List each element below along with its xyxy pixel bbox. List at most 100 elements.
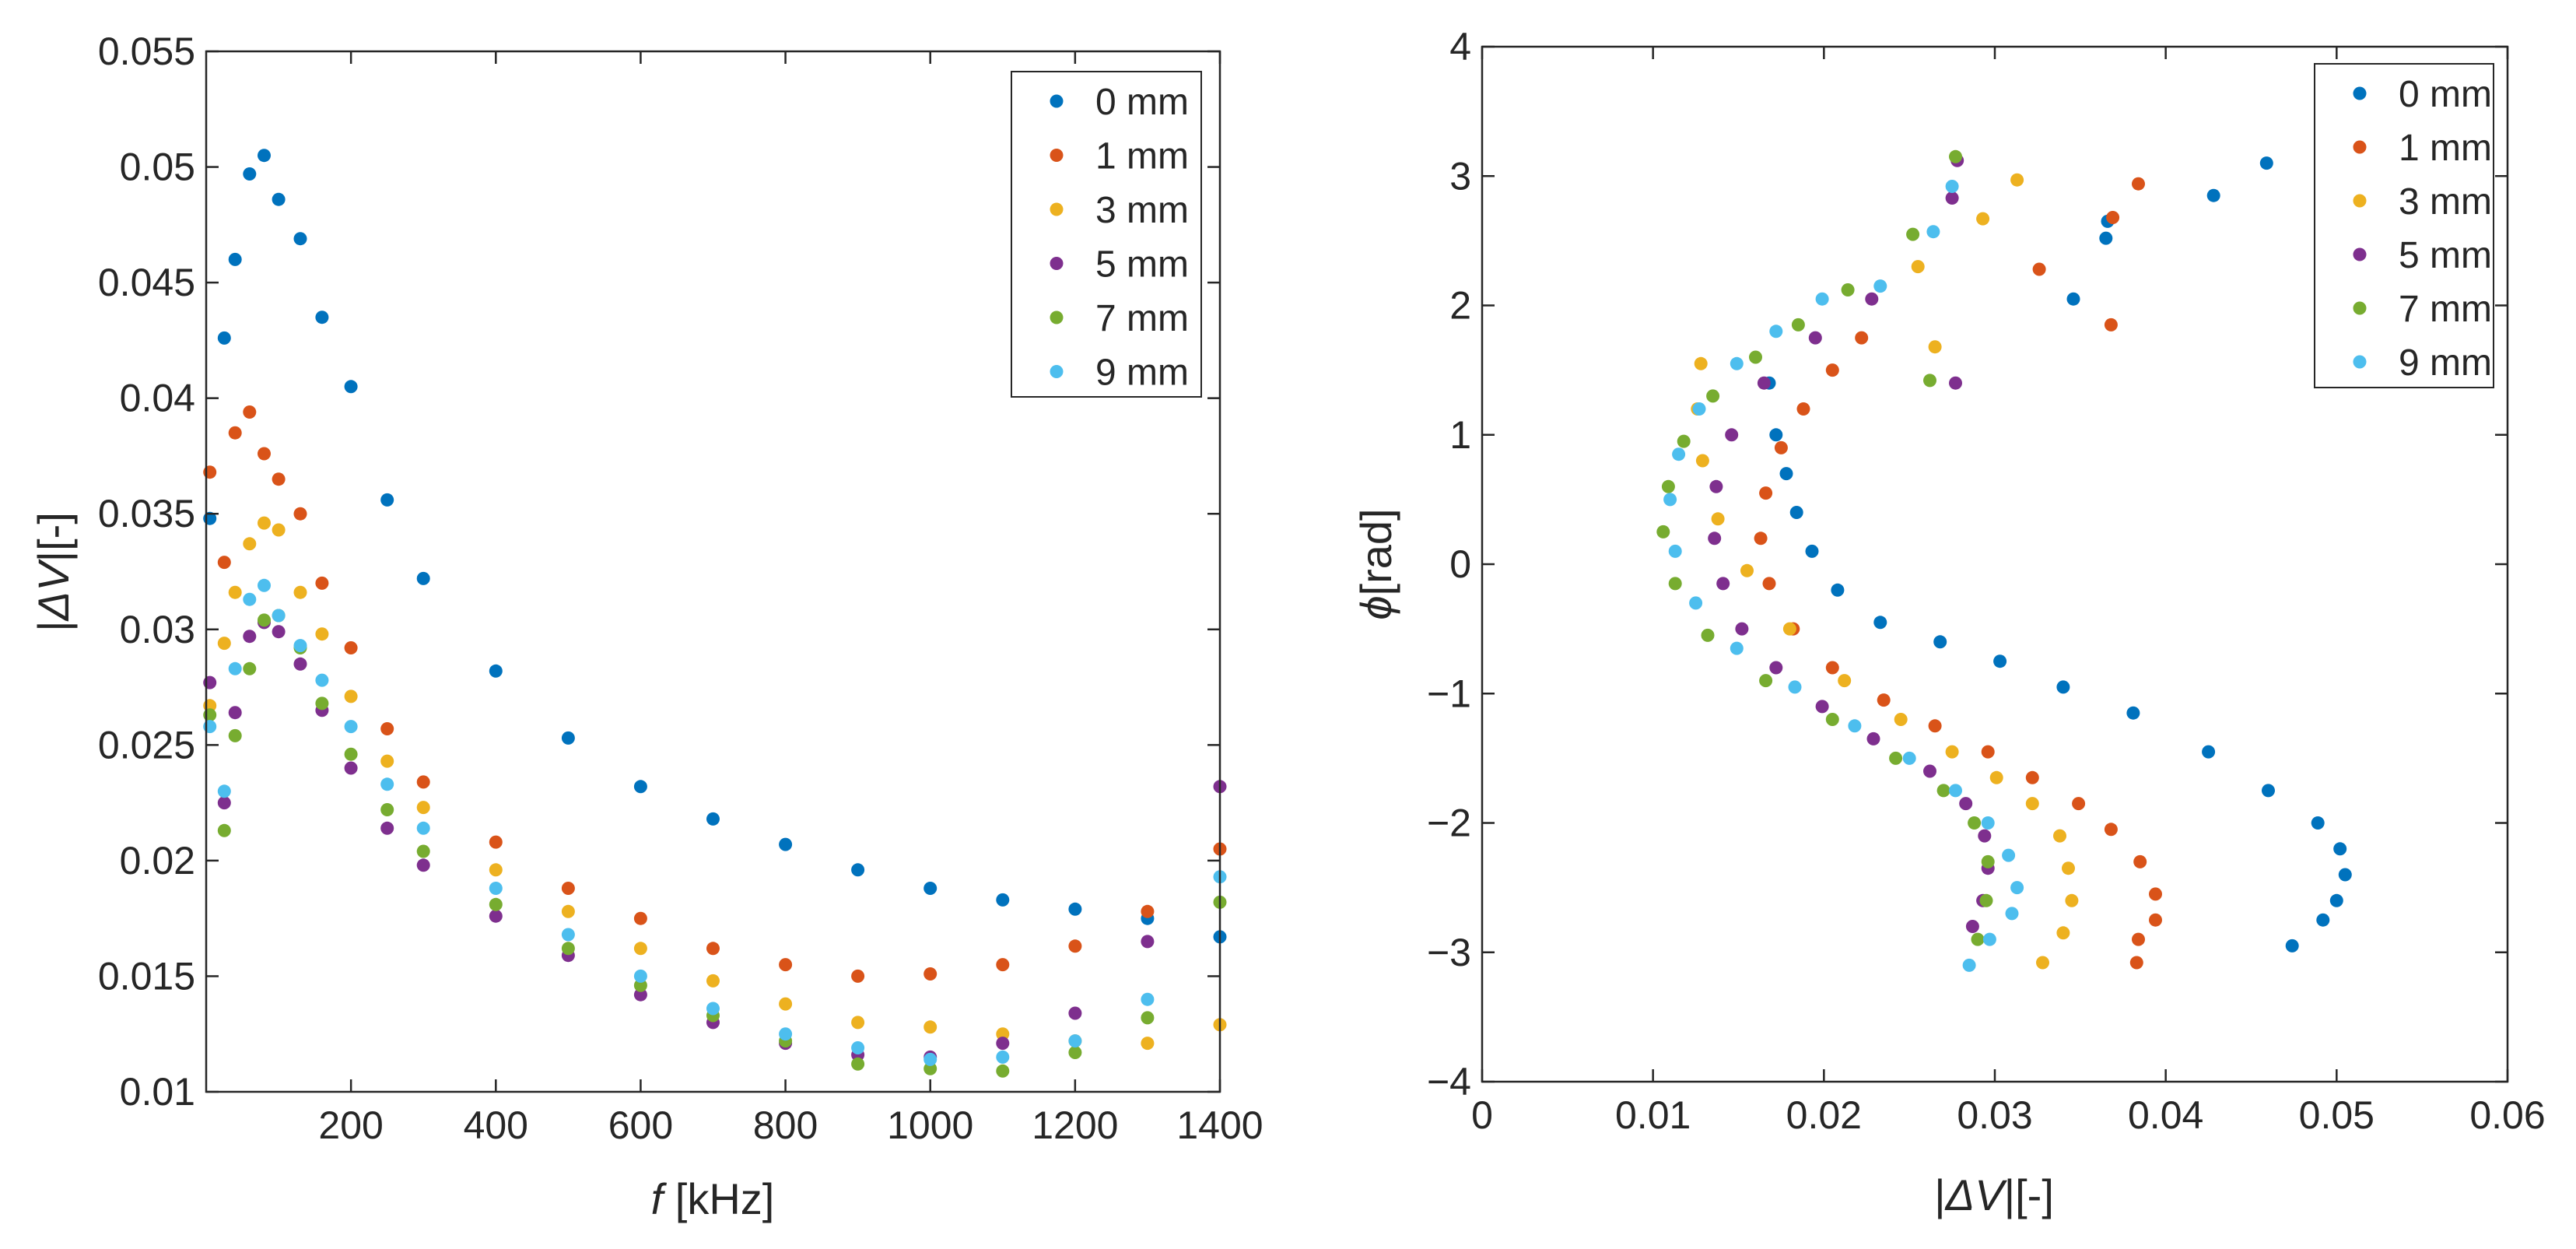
left-point-7-mm-4 — [258, 613, 271, 627]
left-panel: 200 400 600 800 1000 1200 1400 0.01 0.015 0.02 0.0… — [29, 30, 1263, 1223]
right-legend-label-2: 3 mm — [2399, 181, 2492, 223]
right-point-0-mm-7 — [1933, 635, 1947, 649]
right-legend-label-3: 5 mm — [2399, 235, 2492, 276]
right-point-1-mm-12 — [2025, 770, 2039, 784]
right-ytick-label-8: 4 — [1449, 25, 1471, 68]
right-point-7-mm-16 — [1971, 932, 1985, 946]
right-point-0-mm-9 — [2056, 680, 2070, 694]
left-axis-ticks: 200 400 600 800 1000 1200 1400 0.01 0.015 0.02 0.0… — [98, 30, 1263, 1147]
left-point-0-mm-1 — [217, 331, 231, 345]
right-legend-marker-2 — [2353, 194, 2367, 208]
left-point-9-mm-11 — [489, 882, 503, 895]
left-point-5-mm-2 — [228, 706, 242, 720]
right-point-5-mm-1 — [1808, 331, 1822, 345]
right-x-axis-label: |ΔV|[-] — [1934, 1170, 2054, 1219]
left-point-0-mm-16 — [851, 863, 865, 877]
right-point-9-mm-17 — [1982, 932, 1996, 946]
left-ytick-label-0: 0.01 — [120, 1070, 195, 1114]
left-point-3-mm-7 — [315, 627, 329, 641]
right-point-7-mm-4 — [1677, 434, 1691, 448]
right-point-0-mm-12 — [2262, 784, 2275, 798]
left-point-0-mm-3 — [243, 167, 257, 181]
left-legend-marker-0 — [1050, 94, 1064, 108]
right-point-9-mm-14 — [2002, 848, 2016, 862]
right-point-9-mm-9 — [1788, 680, 1802, 694]
left-point-3-mm-2 — [228, 585, 242, 599]
left-point-1-mm-6 — [293, 507, 307, 521]
left-point-7-mm-11 — [489, 897, 503, 911]
right-series-7-mm — [1656, 149, 1995, 946]
right-point-5-mm-5 — [1708, 532, 1722, 546]
right-point-3-mm-0 — [1694, 356, 1708, 370]
right-legend-box — [2314, 63, 2494, 388]
right-point-9-mm-20 — [1926, 225, 1940, 239]
left-point-3-mm-3 — [243, 537, 257, 551]
left-point-0-mm-2 — [228, 252, 242, 266]
left-point-9-mm-2 — [228, 661, 242, 675]
right-point-5-mm-17 — [1945, 191, 1959, 205]
left-point-0-mm-10 — [416, 571, 430, 585]
left-xtick-label-2: 600 — [608, 1103, 673, 1147]
right-point-1-mm-4 — [1759, 486, 1773, 500]
left-point-9-mm-15 — [779, 1027, 793, 1041]
left-ytick-label-7: 0.045 — [98, 261, 195, 304]
right-point-7-mm-15 — [1979, 893, 1993, 907]
left-point-0-mm-15 — [779, 837, 793, 851]
right-ytick-label-7: 3 — [1449, 154, 1471, 198]
left-point-9-mm-14 — [706, 1002, 720, 1016]
left-point-1-mm-1 — [217, 556, 231, 570]
left-ytick-label-8: 0.05 — [120, 146, 195, 189]
right-point-3-mm-9 — [1989, 770, 2003, 784]
right-legend-marker-5 — [2353, 355, 2367, 369]
left-point-3-mm-9 — [380, 754, 394, 768]
right-point-0-mm-14 — [2333, 842, 2347, 856]
left-point-0-mm-13 — [633, 780, 647, 794]
right-point-3-mm-11 — [2053, 829, 2066, 843]
right-point-7-mm-5 — [1661, 479, 1675, 493]
left-xtick-label-4: 1000 — [887, 1103, 973, 1147]
left-ytick-label-4: 0.03 — [120, 608, 195, 651]
left-point-7-mm-12 — [561, 942, 575, 956]
right-point-0-mm-17 — [2316, 913, 2330, 927]
left-point-1-mm-8 — [344, 641, 358, 654]
right-point-0-mm-10 — [2126, 706, 2140, 720]
left-point-5-mm-19 — [1068, 1006, 1082, 1020]
left-xtick-label-3: 800 — [753, 1103, 818, 1147]
right-point-9-mm-4 — [1672, 447, 1686, 461]
right-ytick-label-1: −3 — [1427, 931, 1471, 974]
right-series-3-mm — [1691, 173, 2079, 970]
right-ytick-label-2: −2 — [1427, 802, 1471, 845]
left-point-7-mm-20 — [1141, 1011, 1155, 1025]
left-point-1-mm-14 — [706, 942, 720, 956]
right-panel: 0 0.01 0.02 0.03 0.04 0.05 0.06 −4 −3 −2 −1 0 1 2 3 4 |… — [1351, 25, 2546, 1219]
right-point-9-mm-11 — [1902, 751, 1916, 765]
right-point-1-mm-19 — [2129, 956, 2143, 970]
left-point-1-mm-16 — [851, 969, 865, 983]
left-point-9-mm-6 — [293, 639, 307, 653]
left-point-3-mm-16 — [851, 1016, 865, 1030]
left-point-7-mm-10 — [416, 844, 430, 858]
left-point-1-mm-20 — [1141, 904, 1155, 918]
left-point-5-mm-20 — [1141, 935, 1155, 949]
left-legend: 0 mm 1 mm 3 mm 5 mm 7 mm 9 mm — [1011, 71, 1202, 398]
right-point-7-mm-8 — [1701, 628, 1715, 642]
right-point-5-mm-2 — [1757, 376, 1771, 390]
right-point-5-mm-0 — [1865, 292, 1879, 306]
left-series-0-mm — [203, 149, 1227, 944]
right-point-7-mm-1 — [1791, 318, 1805, 332]
right-xtick-label-2: 0.02 — [1786, 1093, 1862, 1137]
left-legend-marker-3 — [1050, 257, 1064, 270]
right-point-1-mm-16 — [2149, 887, 2162, 901]
right-legend-label-4: 7 mm — [2399, 289, 2492, 330]
right-series-9-mm — [1663, 180, 2024, 972]
left-point-3-mm-5 — [272, 523, 286, 537]
right-point-9-mm-8 — [1730, 641, 1744, 655]
right-legend-marker-3 — [2353, 247, 2367, 261]
right-point-9-mm-2 — [1730, 356, 1744, 370]
left-point-3-mm-17 — [924, 1020, 938, 1034]
left-point-1-mm-3 — [243, 405, 257, 419]
right-point-7-mm-0 — [1841, 283, 1855, 296]
left-point-0-mm-19 — [1068, 902, 1082, 916]
left-point-5-mm-8 — [344, 761, 358, 775]
right-point-5-mm-8 — [1769, 661, 1783, 675]
